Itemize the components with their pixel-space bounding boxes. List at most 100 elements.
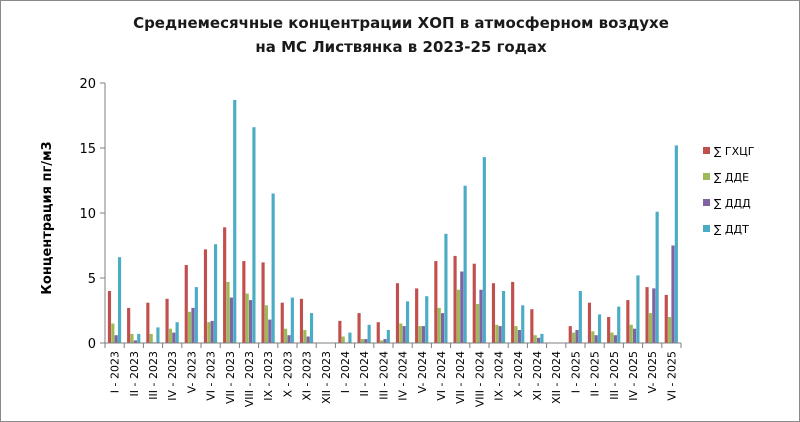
bar-s1-c18 bbox=[456, 289, 460, 343]
y-tick-label-4: 20 bbox=[79, 77, 96, 92]
x-tick-label-21: X - 2024 bbox=[512, 351, 525, 398]
bar-s3-c10 bbox=[309, 313, 314, 343]
legend-swatch-0 bbox=[703, 147, 710, 154]
bar-s2-c27 bbox=[633, 328, 637, 343]
bar-s1-c20 bbox=[495, 324, 499, 343]
x-tick-label-26: III - 2025 bbox=[608, 351, 621, 400]
bar-s1-c2 bbox=[149, 333, 153, 343]
bar-s2-c7 bbox=[249, 300, 253, 343]
bar-s1-c15 bbox=[399, 323, 403, 343]
bar-s3-c17 bbox=[444, 233, 448, 343]
bar-s0-c18 bbox=[453, 255, 457, 343]
legend-label-0: ∑ ГХЦГ bbox=[714, 145, 755, 158]
x-tick-label-27: IV - 2025 bbox=[627, 351, 640, 401]
bar-s0-c6 bbox=[223, 227, 227, 343]
bar-s2-c15 bbox=[402, 326, 406, 343]
x-tick-label-5: VI - 2023 bbox=[205, 351, 218, 401]
bar-s1-c9 bbox=[284, 328, 288, 343]
bar-s0-c0 bbox=[107, 291, 112, 343]
bar-s0-c3 bbox=[165, 298, 169, 343]
y-tick-label-0: 0 bbox=[88, 337, 96, 352]
x-tick-label-13: II - 2024 bbox=[358, 351, 371, 396]
bar-s2-c14 bbox=[383, 339, 387, 343]
bar-s2-c1 bbox=[133, 340, 137, 343]
bar-s1-c29 bbox=[668, 317, 672, 343]
x-tick-label-28: V- 2025 bbox=[646, 351, 659, 393]
bar-s0-c13 bbox=[357, 313, 361, 343]
bar-s2-c16 bbox=[421, 326, 425, 343]
bar-s0-c4 bbox=[184, 265, 188, 343]
x-tick-label-25: II - 2025 bbox=[589, 351, 602, 396]
bar-s0-c29 bbox=[664, 294, 668, 343]
x-tick-label-9: X - 2023 bbox=[281, 351, 294, 398]
bar-s2-c13 bbox=[364, 339, 368, 343]
bar-s0-c14 bbox=[376, 322, 380, 343]
bar-s2-c28 bbox=[652, 288, 656, 343]
chart-title-line-2: на МС Листвянка в 2023-25 годах bbox=[255, 38, 547, 56]
bar-s0-c5 bbox=[203, 249, 208, 343]
bar-s1-c22 bbox=[533, 335, 537, 343]
bar-s1-c4 bbox=[188, 311, 192, 343]
bar-s1-c12 bbox=[341, 336, 345, 343]
x-tick-label-7: VIII - 2023 bbox=[243, 351, 256, 407]
bar-s1-c0 bbox=[111, 323, 115, 343]
x-tick-label-19: VIII - 2024 bbox=[473, 351, 486, 407]
bar-s1-c26 bbox=[610, 332, 614, 343]
bar-s3-c29 bbox=[674, 145, 678, 343]
bar-s1-c13 bbox=[360, 339, 364, 343]
bar-s3-c2 bbox=[156, 327, 160, 343]
bar-s1-c6 bbox=[226, 281, 230, 343]
bar-s0-c1 bbox=[127, 307, 131, 343]
bar-s1-c3 bbox=[168, 328, 172, 343]
bar-s0-c24 bbox=[568, 326, 572, 343]
bar-s0-c25 bbox=[587, 302, 592, 343]
bar-s2-c24 bbox=[575, 330, 579, 343]
bar-s2-c3 bbox=[172, 332, 176, 343]
x-tick-label-14: III - 2024 bbox=[377, 351, 390, 400]
x-tick-label-16: V- 2024 bbox=[416, 351, 429, 393]
x-tick-label-11: XII - 2023 bbox=[320, 351, 333, 404]
bar-s3-c7 bbox=[252, 127, 256, 343]
bar-s2-c17 bbox=[441, 313, 445, 343]
legend-swatch-1 bbox=[703, 173, 710, 180]
x-tick-label-24: I - 2025 bbox=[569, 351, 582, 393]
bar-s2-c29 bbox=[671, 245, 675, 343]
x-tick-label-18: VII - 2024 bbox=[454, 351, 467, 404]
axes-layer: 0 5 10 15 20 I - 2023 II - 2023 III - 2023 IV - … bbox=[40, 77, 682, 407]
legend-swatch-3 bbox=[703, 225, 710, 232]
bar-s3-c9 bbox=[290, 297, 294, 343]
bar-s3-c8 bbox=[271, 193, 275, 343]
x-tick-label-22: XI - 2024 bbox=[531, 351, 544, 401]
bar-s3-c18 bbox=[463, 185, 467, 343]
bar-s0-c22 bbox=[530, 309, 534, 343]
bar-s2-c8 bbox=[268, 319, 272, 343]
bar-s0-c10 bbox=[299, 298, 304, 343]
x-tick-label-23: XII - 2024 bbox=[550, 351, 563, 404]
bar-s2-c26 bbox=[613, 335, 617, 343]
bar-s0-c15 bbox=[395, 283, 400, 343]
bar-s1-c28 bbox=[648, 313, 652, 343]
bar-s0-c9 bbox=[280, 302, 284, 343]
bar-s2-c22 bbox=[537, 337, 541, 343]
bar-s1-c27 bbox=[629, 324, 633, 343]
bar-s0-c19 bbox=[472, 263, 476, 343]
legend: ∑ ГХЦГ ∑ ДДЕ ∑ ДДД ∑ ДДТ bbox=[703, 145, 755, 236]
bar-s0-c21 bbox=[511, 281, 515, 343]
bar-s2-c4 bbox=[191, 307, 195, 343]
x-tick-label-10: XI - 2023 bbox=[301, 351, 314, 401]
bar-s1-c5 bbox=[207, 322, 211, 343]
bar-s0-c7 bbox=[242, 261, 246, 343]
bar-s3-c25 bbox=[597, 314, 602, 343]
x-tick-label-4: V- 2023 bbox=[185, 351, 198, 393]
x-tick-label-20: IX - 2024 bbox=[493, 351, 506, 401]
bar-s0-c28 bbox=[645, 287, 649, 343]
bar-s3-c5 bbox=[213, 244, 218, 343]
bar-s3-c3 bbox=[175, 322, 179, 343]
bar-s3-c1 bbox=[137, 333, 141, 343]
bar-s2-c0 bbox=[114, 335, 118, 343]
bar-s2-c18 bbox=[460, 271, 464, 343]
bar-s1-c25 bbox=[591, 331, 595, 343]
bar-s0-c2 bbox=[146, 302, 150, 343]
x-tick-label-0: I - 2023 bbox=[109, 351, 122, 393]
